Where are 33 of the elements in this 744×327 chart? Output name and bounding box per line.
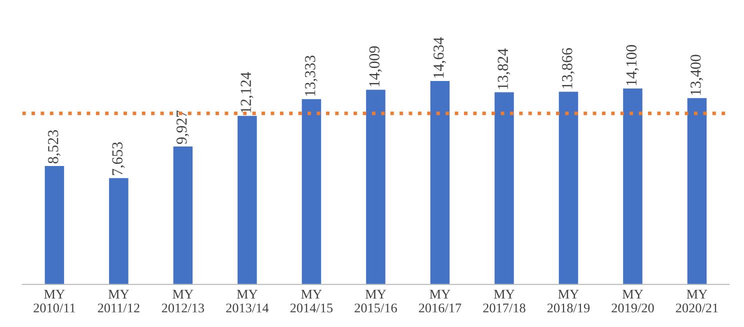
data-label: 13,400 — [690, 54, 704, 95]
x-tick-label: MY 2010/11 — [34, 290, 76, 312]
x-tick-label: MY 2014/15 — [290, 290, 333, 312]
bar — [430, 81, 450, 284]
x-tick-label: MY 2019/20 — [612, 290, 654, 312]
x-tick-label: MY 2017/18 — [483, 290, 526, 312]
data-label: 8,523 — [48, 130, 60, 164]
data-label: 9,927 — [176, 110, 189, 144]
data-label: 14,100 — [626, 44, 639, 86]
bar — [44, 166, 64, 284]
bar — [558, 92, 578, 284]
data-label: 14,009 — [369, 46, 382, 86]
data-label: 14,634 — [434, 37, 446, 78]
data-label: 13,866 — [562, 48, 575, 88]
data-label: 13,824 — [498, 48, 510, 89]
bar — [494, 92, 514, 284]
bar — [366, 90, 386, 284]
x-tick-label: MY 2020/21 — [676, 290, 718, 312]
bar — [623, 88, 642, 284]
x-tick-label: MY 2011/12 — [98, 290, 140, 312]
data-label: 12,124 — [240, 72, 254, 113]
x-tick-label: MY 2016/17 — [418, 290, 462, 312]
x-tick-label: MY 2018/19 — [547, 290, 590, 312]
data-label: 13,333 — [305, 56, 318, 96]
x-tick-label: MY 2012/13 — [162, 290, 204, 312]
bar — [173, 146, 193, 284]
data-label: 7,653 — [112, 142, 125, 176]
x-tick-label: MY 2013/14 — [226, 290, 269, 312]
x-tick-label: MY 2015/16 — [354, 290, 397, 312]
bar — [687, 98, 707, 284]
bar — [302, 99, 322, 284]
bar — [109, 178, 128, 284]
bar — [238, 116, 257, 284]
